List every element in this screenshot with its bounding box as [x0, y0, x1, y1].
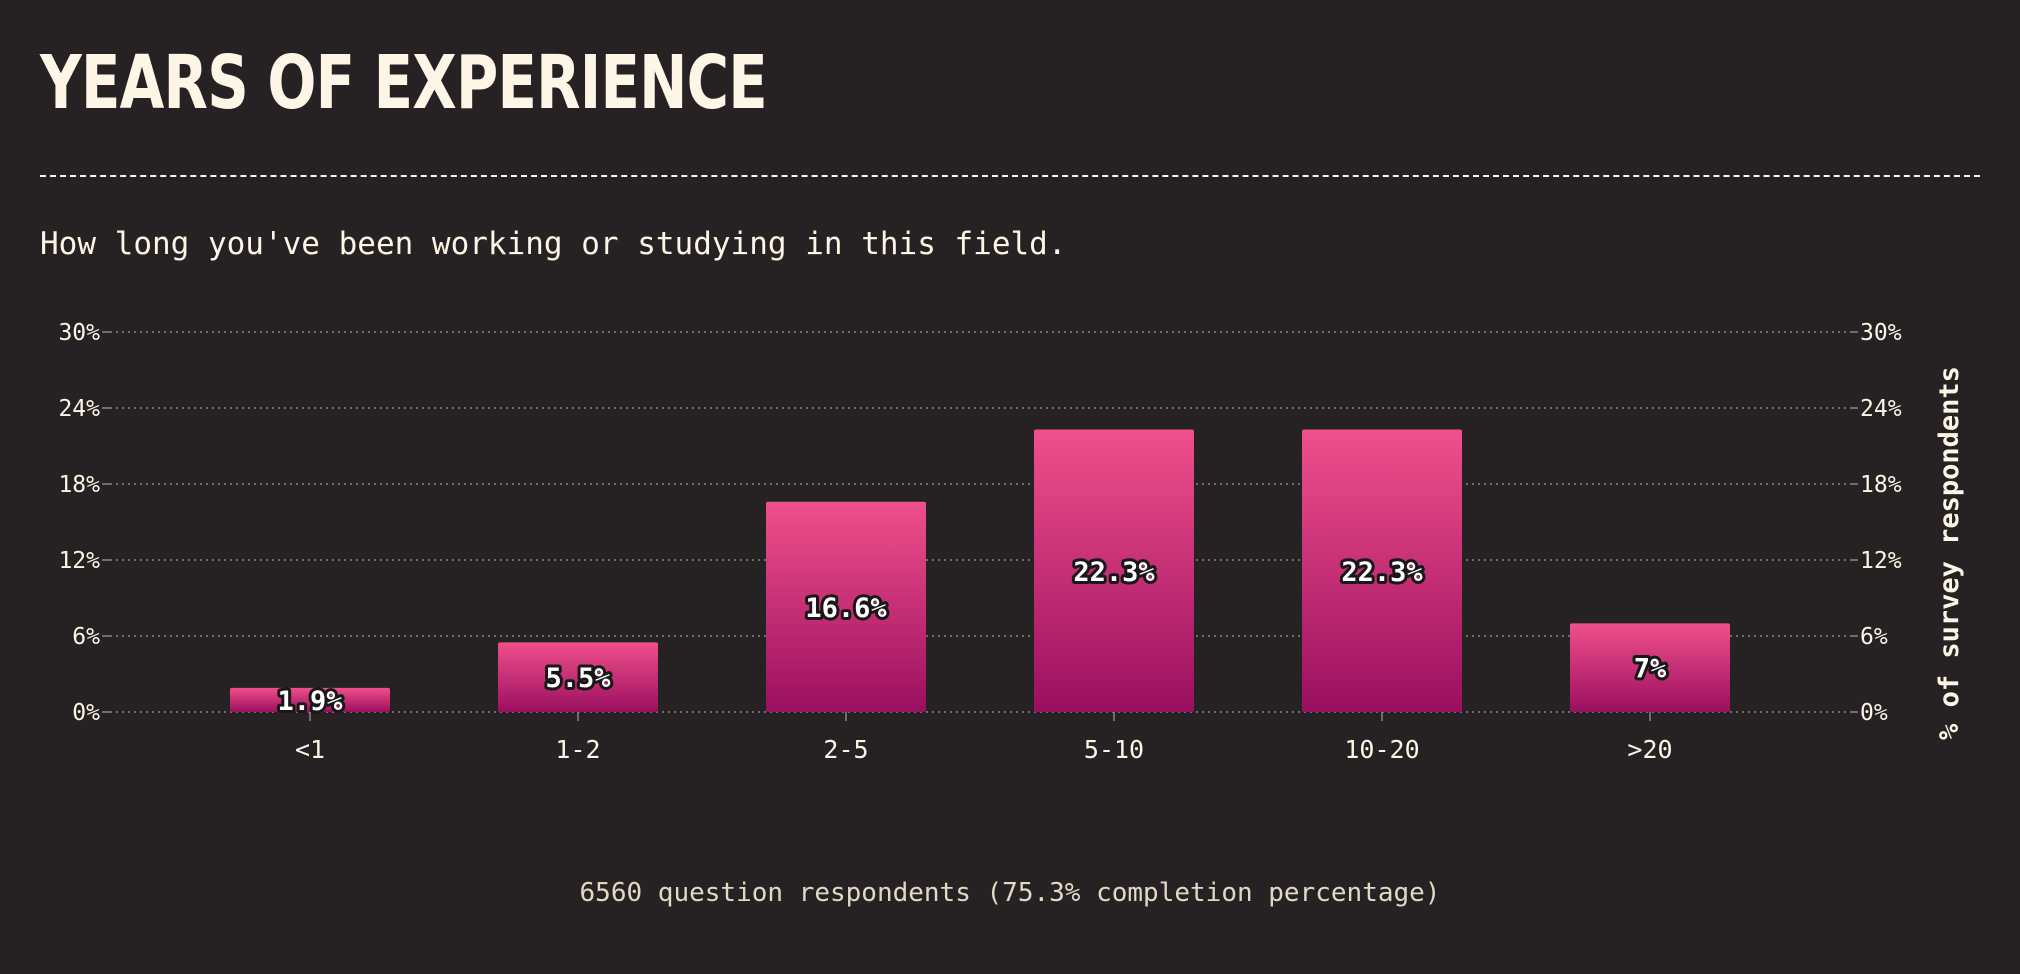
bar	[1034, 429, 1194, 712]
x-tick-label: >20	[1627, 735, 1672, 764]
y-tick-label-right: 30%	[1860, 320, 1902, 346]
x-tick-label: 2-5	[823, 735, 868, 764]
y-axis-right: 0% 6% 12% 18% 24% 30%	[1850, 320, 1902, 726]
x-tick-label: 1-2	[555, 735, 600, 764]
bar-value-label: 5.5%	[545, 663, 611, 694]
chart-subtitle: How long you've been working or studying…	[40, 226, 1067, 262]
y-tick-label-left: 18%	[58, 472, 100, 498]
x-axis: <1 1-2 2-5 5-10 10-20 >20	[295, 712, 1673, 764]
y-axis-title: % of survey respondents	[1934, 366, 1965, 740]
y-tick-label-right: 18%	[1860, 472, 1902, 498]
title-divider	[40, 175, 1980, 177]
y-tick-label-left: 0%	[72, 700, 100, 726]
y-tick-label-left: 30%	[58, 320, 100, 346]
y-tick-label-left: 24%	[58, 396, 100, 422]
bar-value-label: 7%	[1634, 654, 1667, 685]
y-axis-left: 0% 6% 12% 18% 24% 30%	[58, 320, 110, 726]
bar-value-label: 22.3%	[1341, 557, 1423, 588]
y-tick-label-right: 24%	[1860, 396, 1902, 422]
bar	[766, 501, 926, 712]
bar-value-label: 22.3%	[1073, 557, 1155, 588]
chart-title: YEARS OF EXPERIENCE	[40, 40, 768, 126]
bar-chart: 0%6%12%18%24%30% 0%6%12%18%24%30% 1.9%5.…	[58, 320, 1965, 764]
x-tick-label: <1	[295, 735, 325, 764]
y-tick-label-right: 0%	[1860, 700, 1888, 726]
y-tick-label-right: 12%	[1860, 548, 1902, 574]
y-tick-label-right: 6%	[1860, 624, 1888, 650]
bar-value-label: 16.6%	[805, 593, 887, 624]
bar	[498, 642, 658, 712]
bar	[1302, 429, 1462, 712]
y-tick-label-left: 12%	[58, 548, 100, 574]
bar	[1570, 623, 1730, 712]
respondents-footnote: 6560 question respondents (75.3% complet…	[579, 878, 1441, 908]
x-tick-label: 5-10	[1084, 735, 1144, 764]
bar	[230, 687, 390, 712]
y-tick-label-left: 6%	[72, 624, 100, 650]
bars: 1.9%5.5%16.6%22.3% 22.3%7%	[230, 429, 1730, 720]
gridlines	[110, 331, 1850, 713]
x-tick-label: 10-20	[1344, 735, 1419, 764]
